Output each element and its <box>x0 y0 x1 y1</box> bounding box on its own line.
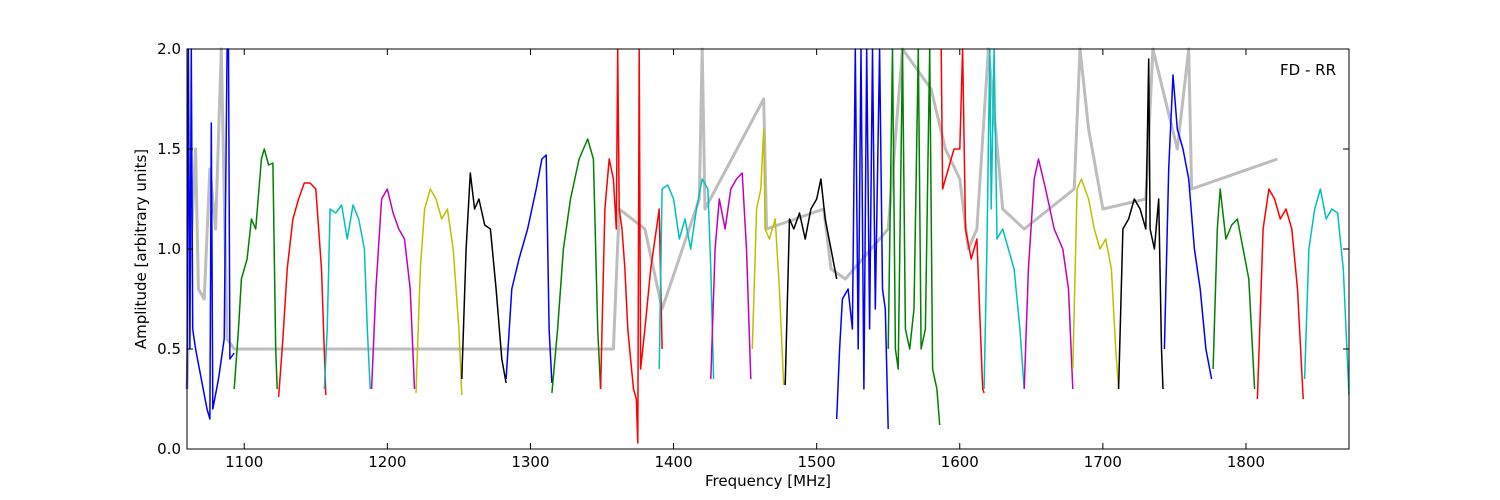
series-line-4 <box>323 204 371 390</box>
y-tick-label: 1.0 <box>157 240 181 258</box>
series-line-18 <box>983 48 1025 390</box>
series-line-14 <box>784 178 838 386</box>
series-line-21 <box>1117 58 1164 390</box>
series-line-22 <box>1163 74 1213 380</box>
y-tick-label: 2.0 <box>157 40 181 58</box>
series-line-8 <box>505 154 553 384</box>
x-tick-label: 1500 <box>798 453 836 471</box>
series-line-3 <box>277 182 327 398</box>
series-line-6 <box>415 188 463 396</box>
x-tick-label: 1300 <box>511 453 549 471</box>
series-line-2 <box>233 148 278 390</box>
series-line-20 <box>1072 178 1120 390</box>
plot-background <box>187 49 1349 449</box>
y-axis-label: Amplitude [arbitrary units] <box>132 149 150 349</box>
tick-layer: 1100 1200 1300 1400 1500 1600 1700 1800 0.0 0.5 1.… <box>157 40 1349 471</box>
series-line-13 <box>751 128 785 386</box>
y-tick-label: 0.0 <box>157 440 181 458</box>
series-line-23 <box>1212 188 1256 390</box>
series-line-10 <box>599 48 663 444</box>
series-line-5 <box>370 188 416 390</box>
background-series-layer <box>185 47 1278 390</box>
y-tick-label: 1.5 <box>157 140 181 158</box>
x-tick-label: 1100 <box>225 453 263 471</box>
series-line-24 <box>1256 188 1304 400</box>
series-line-9 <box>551 138 602 394</box>
series-line-7 <box>461 172 507 384</box>
x-tick-label: 1700 <box>1084 453 1122 471</box>
y-tick-label: 0.5 <box>157 340 181 358</box>
series-line-12 <box>710 172 752 380</box>
series-line-16 <box>887 48 941 426</box>
x-tick-label: 1600 <box>941 453 979 471</box>
series-line-11 <box>658 178 715 380</box>
background-series-line <box>185 47 1278 390</box>
series-line-25 <box>1303 188 1350 396</box>
series-line-15 <box>835 48 889 430</box>
x-tick-label: 1400 <box>654 453 692 471</box>
series-line-19 <box>1023 158 1074 390</box>
x-tick-label: 1200 <box>368 453 406 471</box>
x-tick-label: 1800 <box>1227 453 1265 471</box>
chart-annotation: FD - RR <box>1280 61 1336 79</box>
x-axis-label: Frequency [MHz] <box>705 472 831 490</box>
